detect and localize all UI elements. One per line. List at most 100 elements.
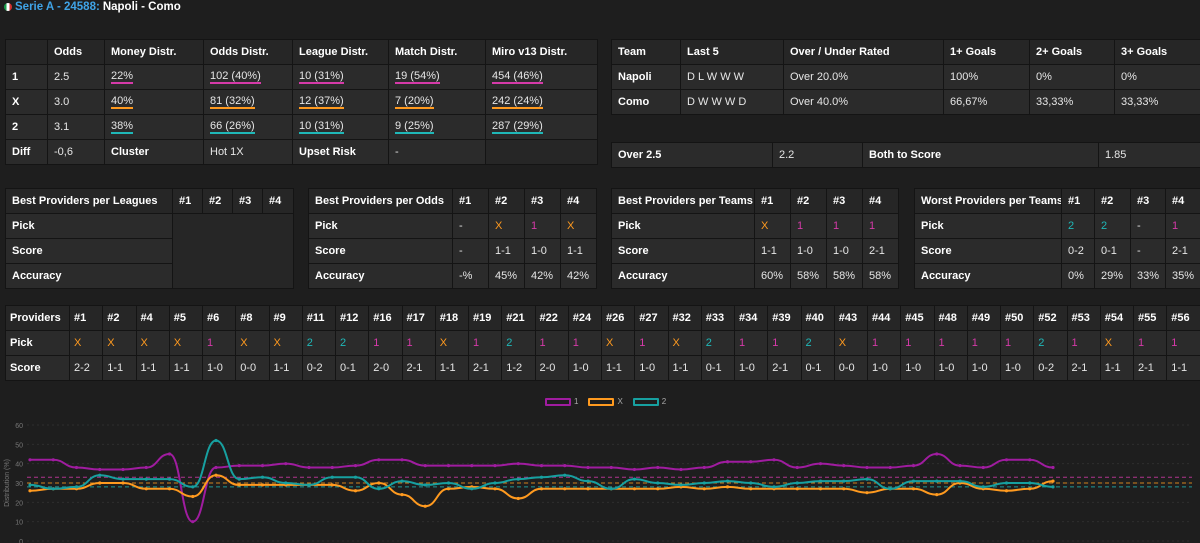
score-label: Score [308, 238, 453, 264]
legend-label: 1 [574, 397, 579, 406]
data-point [1051, 479, 1055, 483]
best-providers-odds-table: Best Providers per Odds #1 #2 #3 #4 Pick… [308, 188, 597, 289]
data-point [74, 485, 79, 489]
data-point [353, 464, 358, 468]
legend-item[interactable]: X [588, 397, 623, 406]
data-point [818, 487, 823, 491]
provider-score: 1-2 [501, 355, 536, 381]
header-cell: #4 [560, 188, 597, 214]
pick-label: Pick [5, 330, 70, 356]
data-point [749, 487, 753, 491]
provider-pick: 1 [767, 330, 802, 356]
score-value: 2-1 [862, 238, 899, 264]
league-distr-value: 10 (31%) [299, 70, 344, 84]
provider-id: #44 [866, 305, 902, 331]
provider-pick: 1 [567, 330, 603, 356]
match-title: Napoli - Como [102, 1, 181, 13]
data-point [656, 481, 660, 485]
last5-form: D L W W W [680, 64, 784, 90]
accuracy-value: 45% [488, 263, 525, 289]
provider-id: #52 [1033, 305, 1068, 331]
header-cell: Money Distr. [104, 39, 204, 65]
score-value: 2-1 [1165, 238, 1200, 264]
data-point [98, 481, 102, 485]
provider-id: #4 [135, 305, 170, 331]
odds-value: 2.5 [47, 64, 105, 90]
distribution-line-chart: 0 10 20 30 40 50 60 Distribution (%) [4, 423, 1192, 543]
provider-pick: 2 [501, 330, 536, 356]
pick-value: 1 [1165, 213, 1200, 239]
row-label: 1 [5, 64, 48, 90]
provider-pick: X [102, 330, 137, 356]
header-cell: Worst Providers per Teams [914, 188, 1062, 214]
provider-pick: X [235, 330, 270, 356]
odds-value: 3.1 [47, 114, 105, 140]
pick-value: 1 [524, 213, 561, 239]
provider-score: 1-0 [933, 355, 968, 381]
data-point [1004, 489, 1009, 493]
data-point [679, 483, 683, 487]
header-cell: Odds [47, 39, 105, 65]
data-point [842, 487, 846, 491]
score-label: Score [5, 238, 173, 264]
score-value: 1-0 [790, 238, 827, 264]
provider-score: 1-0 [201, 355, 237, 381]
data-point [167, 452, 172, 456]
over-label: Over 2.5 [611, 142, 773, 168]
league-distr-value: 12 (37%) [299, 95, 344, 109]
accuracy-value: 58% [862, 263, 899, 289]
data-point [725, 479, 730, 483]
header-cell: #1 [1061, 188, 1095, 214]
data-point [632, 487, 637, 491]
provider-id: #17 [401, 305, 436, 331]
data-point [260, 464, 265, 468]
data-point [772, 458, 776, 462]
data-point [818, 462, 823, 466]
provider-id: #56 [1166, 305, 1200, 331]
pick-value: 2 [1094, 213, 1131, 239]
accuracy-label: Accuracy [914, 263, 1062, 289]
header-cell: #1 [754, 188, 791, 214]
empty-cell [172, 213, 294, 289]
data-point [865, 491, 869, 495]
goals-3-value: 33,33% [1114, 89, 1200, 115]
legend-item[interactable]: 2 [632, 397, 666, 406]
provider-id: #27 [634, 305, 669, 331]
header-cell: #4 [862, 188, 899, 214]
worst-providers-teams-table: Worst Providers per Teams #1 #2 #3 #4 Pi… [914, 188, 1200, 289]
header-cell: #1 [172, 188, 203, 214]
provider-id: #24 [567, 305, 603, 331]
bts-label: Both to Score [862, 142, 1099, 168]
data-point [911, 464, 916, 468]
data-point [307, 465, 311, 470]
goals-1-value: 66,67% [943, 89, 1030, 115]
provider-score: 1-0 [966, 355, 1002, 381]
data-point [539, 487, 544, 491]
provider-id: #40 [800, 305, 835, 331]
upset-risk-label: Upset Risk [292, 139, 389, 165]
data-point [981, 465, 985, 470]
data-point [516, 477, 520, 481]
diff-label: Diff [5, 139, 48, 165]
data-point [1028, 458, 1032, 462]
provider-pick: 1 [733, 330, 769, 356]
provider-id: #50 [999, 305, 1035, 331]
provider-id: #33 [700, 305, 736, 331]
y-tick-label: 0 [19, 539, 23, 543]
provider-id: #21 [501, 305, 536, 331]
data-point [632, 477, 637, 481]
pick-label: Pick [308, 213, 453, 239]
data-point [446, 464, 451, 468]
data-point [865, 465, 869, 470]
legend-item[interactable]: 1 [545, 397, 578, 406]
provider-id: #5 [168, 305, 204, 331]
table-row: 1 2.5 22% 102 (40%) 10 (31%) 19 (54%) 45… [5, 64, 598, 90]
data-point [516, 462, 520, 466]
provider-score: 2-0 [534, 355, 569, 381]
table-row: 2 3.1 38% 66 (26%) 10 (31%) 9 (25%) 287 … [5, 114, 598, 140]
league-link[interactable]: Serie A - 24588: [15, 1, 100, 13]
data-point [377, 481, 381, 485]
data-point [493, 464, 497, 468]
data-point [237, 477, 241, 481]
odds-distribution-table: Odds Money Distr. Odds Distr. League Dis… [5, 39, 598, 165]
